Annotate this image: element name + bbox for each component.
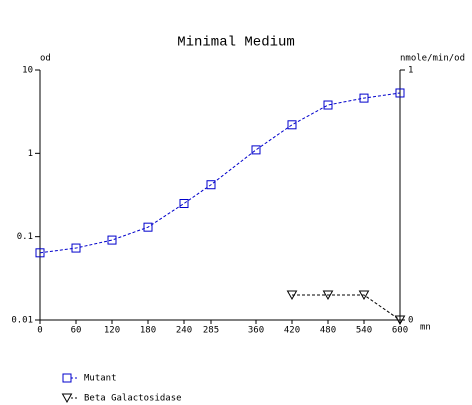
x-tick-label: 540 — [356, 326, 372, 336]
point — [394, 315, 406, 326]
x-tick-label: 360 — [248, 326, 264, 336]
y-tick-label: 0.01 — [11, 316, 33, 326]
x-tick-label: 240 — [176, 326, 192, 336]
x-tick-label: 600 — [392, 326, 408, 336]
y2-tick-label: 1 — [408, 66, 413, 76]
chart-title: Minimal Medium — [177, 35, 295, 51]
y-tick-label: 1 — [28, 149, 33, 159]
x-tick-label: 180 — [140, 326, 156, 336]
x-tick-label: 420 — [284, 326, 300, 336]
series-line — [39, 92, 401, 254]
point — [358, 290, 370, 301]
point — [179, 199, 189, 209]
point — [251, 145, 261, 155]
point — [143, 222, 153, 232]
point — [287, 120, 297, 130]
y-tick-label: 0.1 — [17, 232, 33, 242]
point — [395, 88, 405, 98]
point — [107, 235, 117, 245]
y-tick-label: 10 — [22, 66, 33, 76]
x-axis-label: mn — [420, 323, 431, 333]
point — [206, 180, 216, 190]
x-tick-label: 60 — [71, 326, 82, 336]
legend-marker — [61, 393, 73, 404]
point — [71, 243, 81, 253]
y2-tick-label: 0 — [408, 316, 413, 326]
y2-axis-label: nmole/min/od — [400, 54, 465, 64]
point — [323, 100, 333, 110]
x-tick-label: 120 — [104, 326, 120, 336]
legend-marker — [62, 373, 72, 383]
x-tick-label: 285 — [203, 326, 219, 336]
point — [359, 93, 369, 103]
point — [322, 290, 334, 301]
point — [286, 290, 298, 301]
y-axis-label: od — [40, 54, 51, 64]
x-tick-label: 0 — [37, 326, 42, 336]
series-line — [292, 294, 401, 321]
legend-label: Beta Galactosidase — [84, 394, 182, 404]
legend-label: Mutant — [84, 374, 117, 384]
x-tick-label: 480 — [320, 326, 336, 336]
point — [35, 248, 45, 258]
